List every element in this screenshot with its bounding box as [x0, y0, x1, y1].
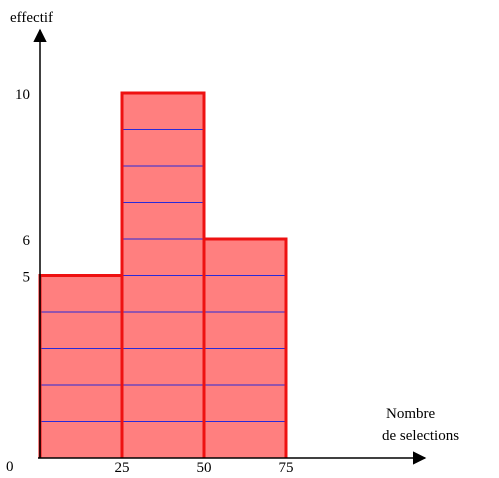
- x-tick-label: 75: [279, 460, 294, 476]
- y-tick-label: 10: [15, 87, 30, 103]
- origin-label: 0: [6, 459, 14, 475]
- x-tick-label: 50: [197, 460, 212, 476]
- x-axis-label-line2: de selections: [382, 428, 459, 444]
- y-tick-label: 5: [23, 270, 31, 286]
- ticks-layer: 25 50 75 5 6 10: [15, 87, 294, 476]
- histogram-bar: [40, 275, 122, 458]
- bars-layer: [38, 91, 288, 458]
- x-tick-label: 25: [115, 460, 130, 476]
- y-axis-label: effectif: [10, 10, 53, 26]
- x-axis-label-line1: Nombre: [386, 406, 435, 422]
- histogram-bar-border: [202, 237, 288, 458]
- y-tick-label: 6: [23, 233, 31, 249]
